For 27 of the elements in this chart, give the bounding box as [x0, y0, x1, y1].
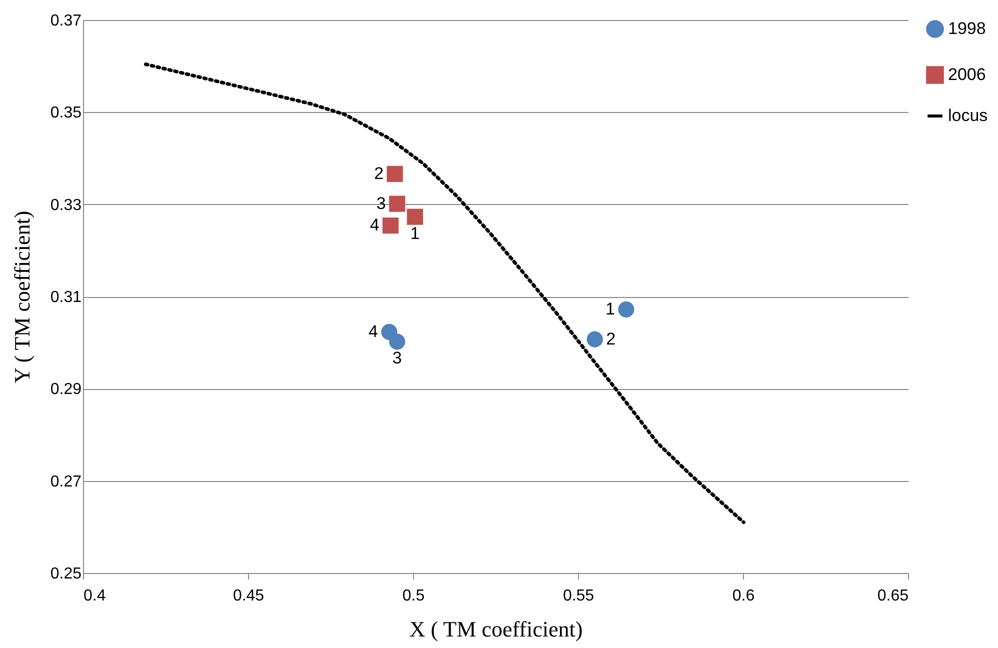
y-tick-label: 0.27 [50, 473, 82, 490]
y-tick-label: 0.37 [50, 12, 82, 30]
legend-label: locus [948, 106, 988, 125]
y-axis-title: Y ( TM coefficient) [9, 210, 34, 384]
line-series [144, 62, 746, 524]
annotation: 3 [376, 194, 386, 213]
x-tick-label: 0.4 [84, 588, 106, 604]
x-tick-label: 0.65 [877, 588, 909, 604]
y-tick-label: 0.31 [50, 289, 82, 306]
x-tick-label: 0.45 [232, 588, 264, 604]
x-tick-label: 0.6 [732, 588, 755, 604]
y-tick-label: 0.25 [50, 566, 82, 582]
annotation: 2 [374, 164, 384, 183]
annotation: 4 [368, 322, 378, 341]
x-tick-label: 0.5 [402, 588, 425, 604]
legend-label: 1998 [948, 19, 986, 38]
y-tick-label: 0.29 [50, 381, 82, 398]
annotation: 1 [410, 224, 420, 243]
y-tick-label: 0.35 [50, 104, 82, 122]
annotation: 1 [605, 299, 615, 318]
y-tick-label: 0.33 [50, 196, 82, 214]
x-axis-title: X ( TM coefficient) [409, 616, 583, 642]
annotation: 3 [392, 348, 402, 368]
annotation: 4 [370, 216, 380, 235]
annotation: 2 [606, 329, 616, 348]
legend-label: 2006 [948, 65, 986, 84]
x-tick-label: 0.55 [562, 588, 594, 604]
